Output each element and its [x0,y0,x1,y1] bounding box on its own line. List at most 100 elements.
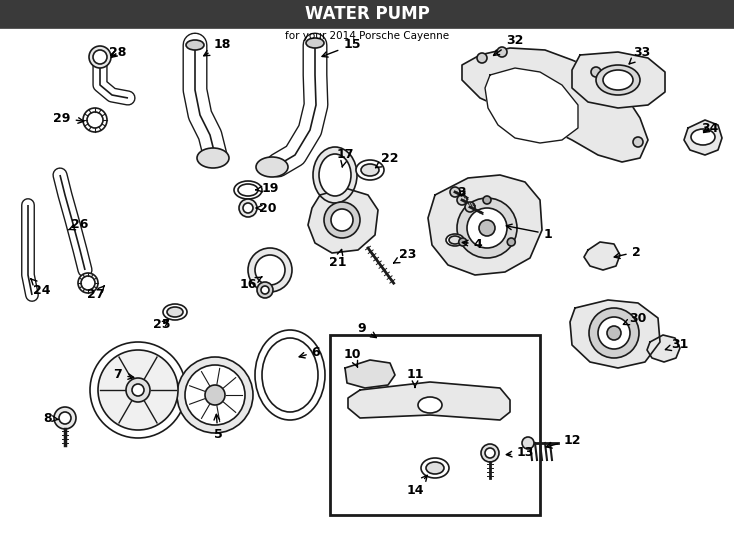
Text: 27: 27 [87,286,105,301]
Ellipse shape [313,147,357,203]
Text: 16: 16 [239,277,262,292]
Ellipse shape [255,330,325,420]
Text: 25: 25 [153,319,171,332]
Circle shape [177,357,253,433]
Text: 13: 13 [506,447,534,460]
Ellipse shape [596,65,640,95]
Ellipse shape [449,236,461,244]
Circle shape [89,46,111,68]
Text: 29: 29 [54,111,84,125]
Polygon shape [462,48,648,162]
Circle shape [591,67,601,77]
Polygon shape [570,300,660,368]
Ellipse shape [421,458,449,478]
Circle shape [477,53,487,63]
Ellipse shape [262,338,318,412]
Text: 14: 14 [406,475,427,496]
Ellipse shape [691,129,715,145]
Text: 11: 11 [406,368,424,387]
Text: 26: 26 [68,219,89,232]
Ellipse shape [256,157,288,177]
Polygon shape [584,242,620,270]
Circle shape [90,342,186,438]
Circle shape [93,50,107,64]
Ellipse shape [186,40,204,50]
Text: 22: 22 [376,152,399,167]
Ellipse shape [319,154,351,196]
Circle shape [331,209,353,231]
Text: 9: 9 [357,321,377,338]
Circle shape [87,112,103,128]
Circle shape [81,276,95,290]
Circle shape [497,47,507,57]
Text: 18: 18 [204,38,230,56]
Text: 12: 12 [546,434,581,448]
Polygon shape [684,120,722,155]
Text: 7: 7 [114,368,134,381]
Text: 3: 3 [458,186,466,199]
Circle shape [459,238,467,246]
Text: 20: 20 [256,201,277,214]
Ellipse shape [446,234,464,246]
Text: 15: 15 [322,38,360,57]
Text: 5: 5 [214,414,222,442]
Ellipse shape [418,397,442,413]
Circle shape [598,317,630,349]
Ellipse shape [426,462,444,474]
Text: 24: 24 [31,279,51,296]
Circle shape [457,198,517,258]
Circle shape [185,365,245,425]
Text: 1: 1 [506,224,553,240]
Polygon shape [348,382,510,420]
Circle shape [479,220,495,236]
Circle shape [481,444,499,462]
Polygon shape [308,188,378,253]
Text: 31: 31 [665,339,688,352]
Ellipse shape [197,148,229,168]
Circle shape [607,326,621,340]
Circle shape [78,273,98,293]
Bar [0,0,734,28]
Ellipse shape [167,307,183,317]
Text: 21: 21 [330,249,346,268]
Circle shape [324,202,360,238]
Ellipse shape [603,70,633,90]
Text: 6: 6 [299,346,320,359]
Circle shape [98,350,178,430]
Text: 2: 2 [614,246,640,259]
Circle shape [450,187,460,197]
Circle shape [126,378,150,402]
Circle shape [507,238,515,246]
Text: 8: 8 [44,411,58,424]
Text: 23: 23 [393,248,417,263]
Polygon shape [345,360,395,388]
Circle shape [132,384,144,396]
Text: 28: 28 [109,45,127,58]
Text: for your 2014 Porsche Cayenne: for your 2014 Porsche Cayenne [285,31,449,41]
Circle shape [248,248,292,292]
Ellipse shape [356,160,384,180]
Circle shape [465,202,475,212]
Polygon shape [428,175,542,275]
Circle shape [205,385,225,405]
Circle shape [589,308,639,358]
Circle shape [483,196,491,204]
Circle shape [485,448,495,458]
Text: 10: 10 [344,348,360,367]
Polygon shape [647,335,680,362]
Ellipse shape [163,304,187,320]
Text: 32: 32 [493,33,523,56]
Circle shape [633,137,643,147]
Polygon shape [485,68,578,143]
Ellipse shape [234,181,262,199]
Text: 33: 33 [629,45,650,64]
Text: 30: 30 [623,312,647,325]
Text: 19: 19 [255,181,279,194]
Circle shape [522,437,534,449]
Circle shape [261,286,269,294]
Ellipse shape [238,184,258,196]
Text: 4: 4 [462,238,482,251]
Text: WATER PUMP: WATER PUMP [305,5,429,23]
Circle shape [467,208,507,248]
Ellipse shape [361,164,379,176]
